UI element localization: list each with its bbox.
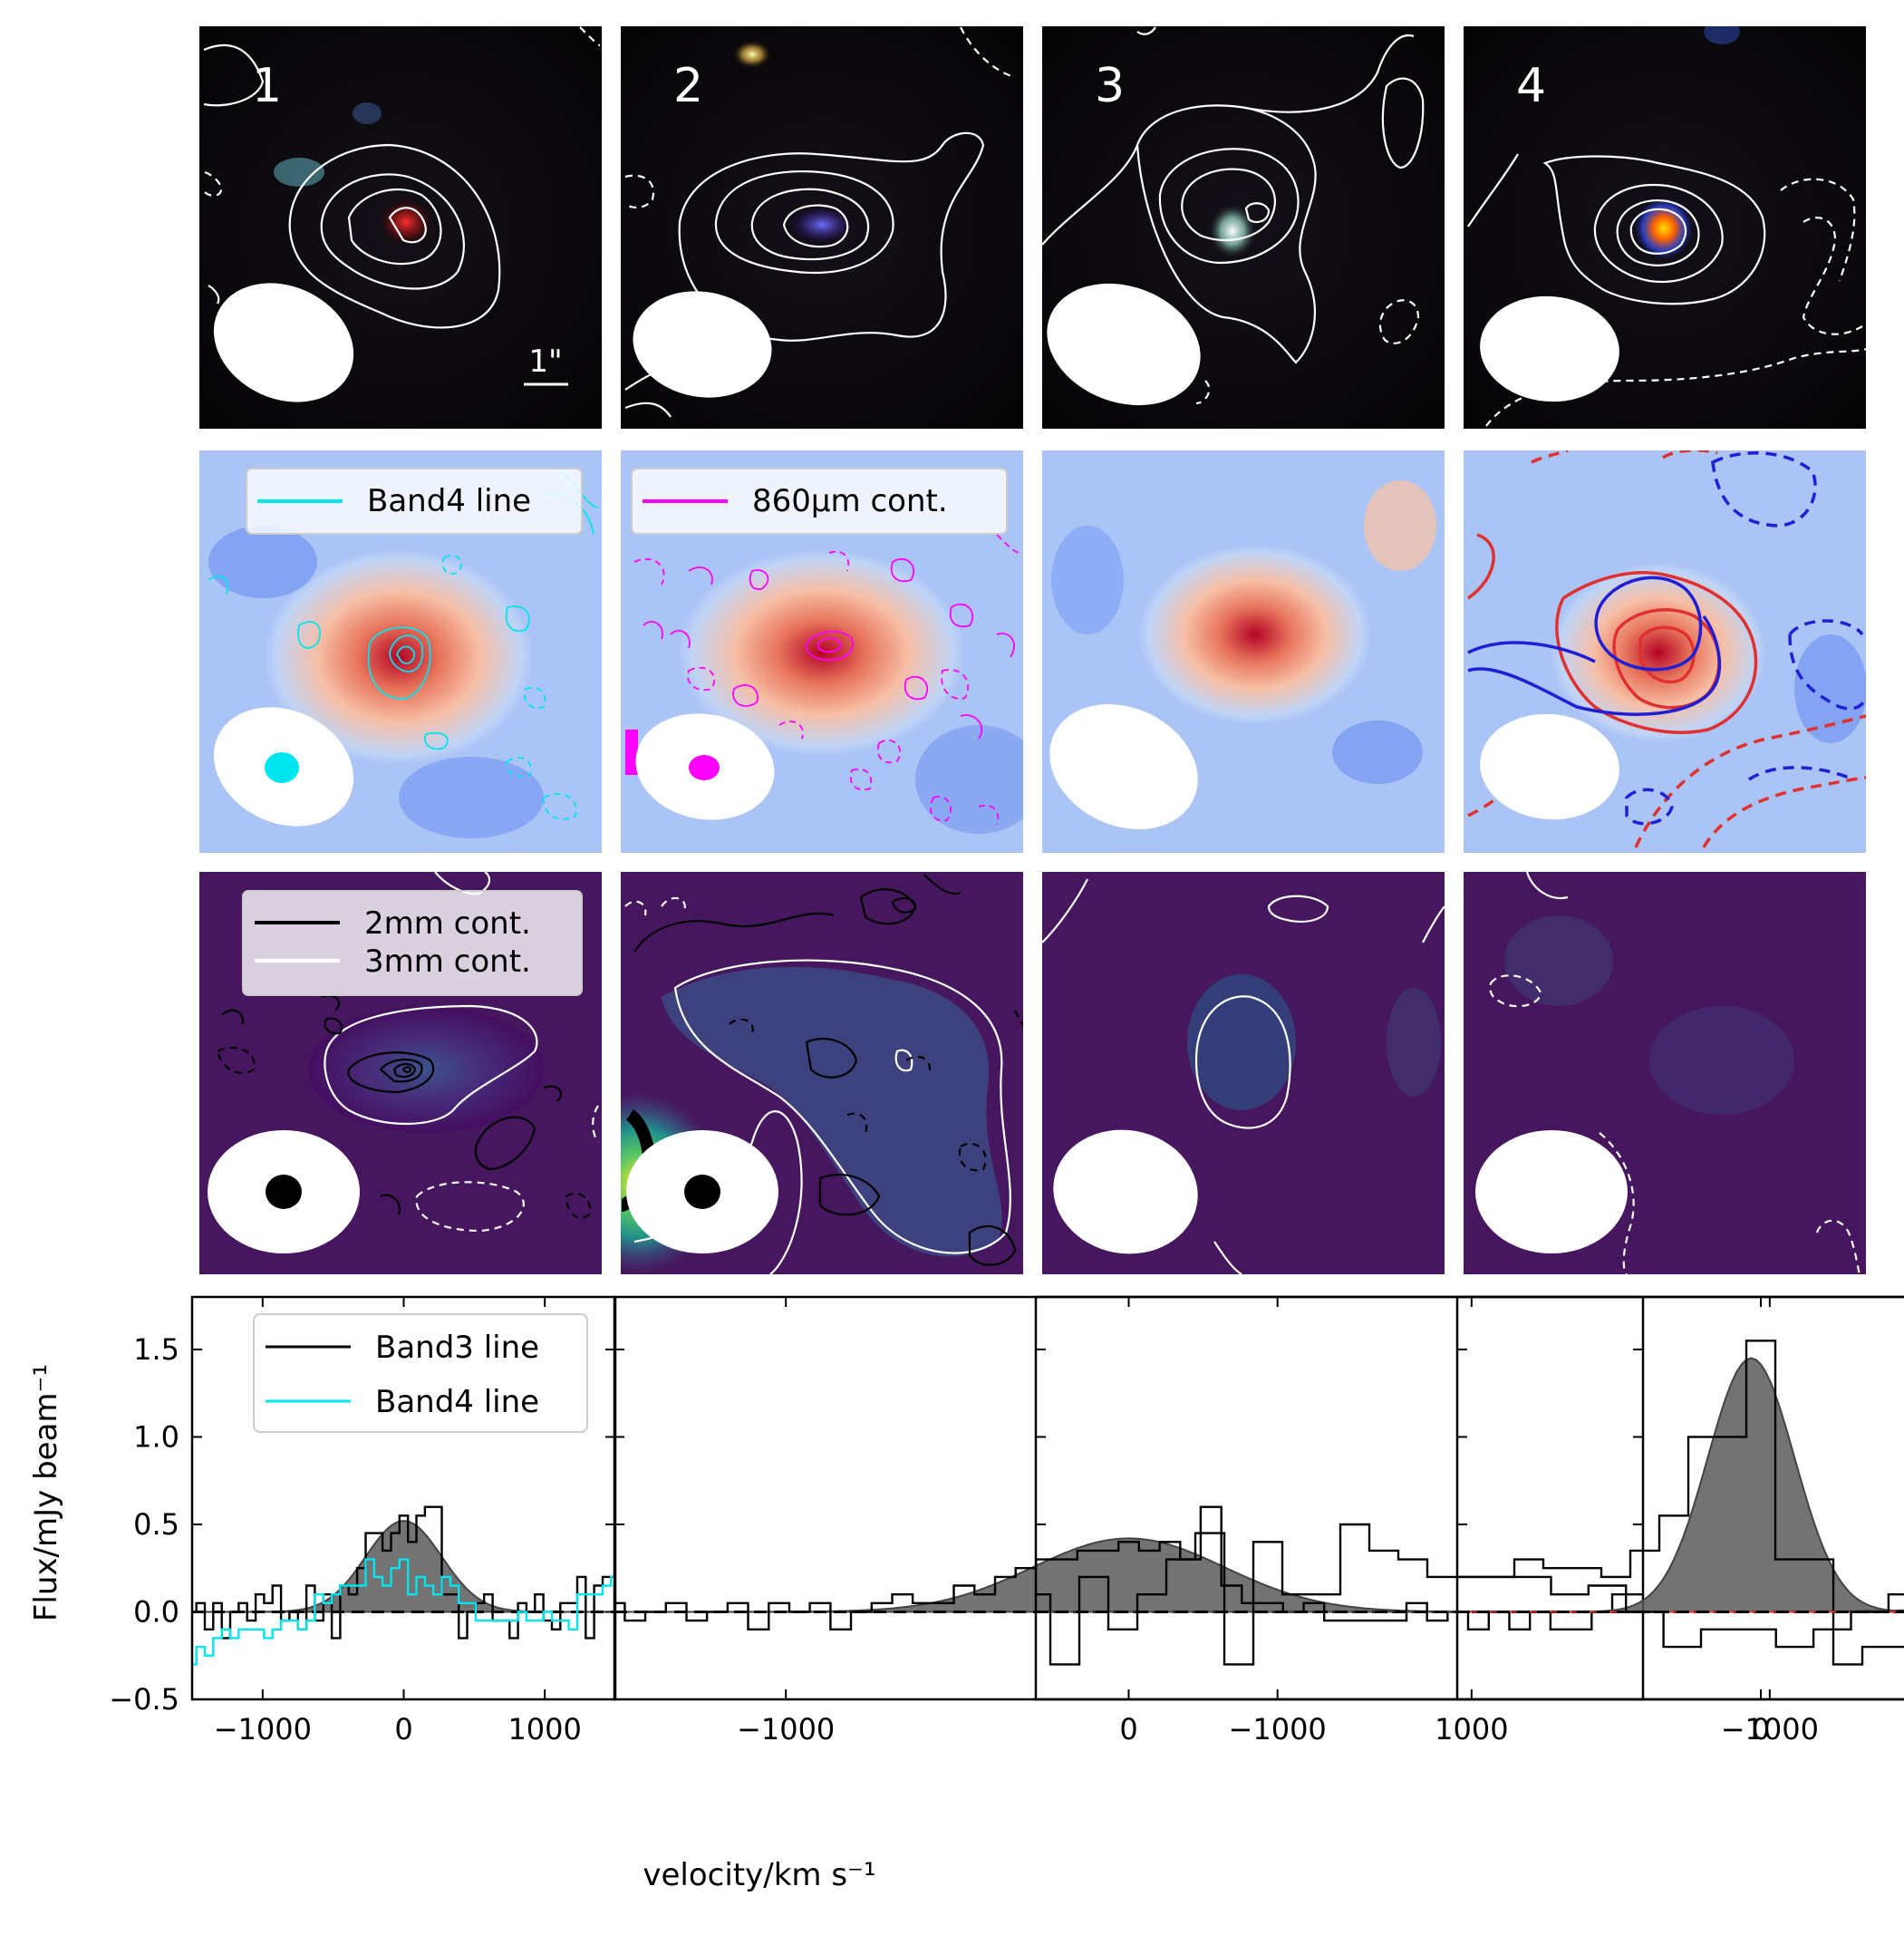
beam-ellipse: [1480, 295, 1619, 402]
image-panel-4-optical: 4: [1464, 26, 1866, 429]
step-band3-line: [1036, 1340, 1904, 1666]
legend-entry: Band4 line: [375, 1384, 539, 1420]
scale-bar-label: 1": [528, 343, 562, 380]
panel-1-number: 1: [252, 59, 282, 113]
x-tick-label: 0: [1752, 1712, 1770, 1746]
image-panel-4-continuum: [1464, 872, 1866, 1274]
panel-2-number: 2: [673, 59, 703, 113]
image-row-coolwarm: Band4 line: [199, 450, 1866, 853]
x-tick-label: −1000: [1721, 1712, 1819, 1746]
beam-ellipse-small: [684, 1175, 720, 1209]
beam-ellipse: [1049, 704, 1198, 829]
y-axis-label: Flux/mJy beam⁻¹: [28, 1364, 64, 1621]
spectrum-frame: [613, 1295, 1645, 1701]
image-panel-3-continuum: [1042, 872, 1445, 1274]
step-band3-line: [1457, 1575, 1904, 1649]
image-panel-3-optical: 3: [1042, 26, 1445, 429]
image-row-viridis: 2mm cont. 3mm cont.: [199, 872, 1866, 1274]
step-band4-line: [192, 1558, 615, 1666]
step-band3-line: [192, 1505, 615, 1640]
image-panel-2-optical: 2: [621, 26, 1023, 429]
beam-ellipse: [633, 291, 772, 398]
spectrum-panel-1: −1000 0 1000−0.50.00.51.01.5 Band3 lineBand…: [109, 1295, 617, 1746]
x-tick-label: 0: [394, 1712, 412, 1746]
legend-continuum: 2mm cont. 3mm cont.: [242, 890, 583, 996]
beam-ellipse: [213, 283, 354, 402]
legend-860um: 860μm cont.: [631, 468, 1008, 535]
image-panel-4-coolwarm: [1464, 450, 1866, 853]
image-row-optical: 1" 1 2: [199, 26, 1866, 429]
image-panel-2-860um: 860μm cont.: [621, 450, 1023, 853]
image-panel-1-continuum: 2mm cont. 3mm cont.: [199, 872, 602, 1274]
beam-ellipse-small: [265, 752, 299, 783]
x-tick-label: 1000: [1435, 1712, 1508, 1746]
gaussian-fit-fit: [614, 1537, 1643, 1613]
x-tick-label: −1000: [737, 1712, 835, 1746]
spectrum-legend: Band3 line Band4 line: [253, 1313, 588, 1433]
x-tick-label: −1000: [214, 1712, 312, 1746]
spectrum-plot-area: [1036, 1340, 1904, 1666]
y-tick-label: 1.0: [133, 1419, 179, 1454]
legend-860um-label: 860μm cont.: [752, 483, 948, 519]
beam-ellipse-small: [689, 755, 720, 780]
spectrum-plot-area: [192, 1505, 615, 1666]
x-axis-label: velocity/km s⁻¹: [643, 1857, 875, 1893]
x-tick-label: 1000: [507, 1712, 581, 1746]
image-panel-1-optical: 1" 1: [199, 26, 602, 429]
legend-band4-label: Band4 line: [367, 483, 531, 519]
beam-ellipse-small: [266, 1175, 302, 1209]
image-panel-3-coolwarm: [1042, 450, 1445, 853]
image-panel-1-band4: Band4 line: [199, 450, 602, 853]
beam-ellipse: [1053, 1129, 1198, 1254]
legend-band4: Band4 line: [246, 468, 583, 535]
panel-4-number: 4: [1516, 59, 1546, 113]
y-tick-label: 0.0: [133, 1594, 179, 1629]
legend-entry: Band3 line: [375, 1330, 539, 1366]
beam-ellipse: [1047, 283, 1201, 406]
y-tick-label: 1.5: [133, 1332, 179, 1367]
y-tick-label: 0.5: [133, 1507, 179, 1542]
beam-ellipse: [1475, 1130, 1628, 1253]
spectra-row: −1000 0 1000−0.50.00.51.01.5 Band3 lineBand…: [109, 1295, 1904, 1746]
y-tick-label: −0.5: [109, 1682, 179, 1717]
spectrum-frame: [1455, 1295, 1904, 1701]
legend-2mm-label: 2mm cont.: [364, 905, 531, 942]
spectrum-plot-area: [1457, 1575, 1904, 1649]
legend-3mm-label: 3mm cont.: [364, 943, 531, 980]
step-band3-line: [614, 1505, 1643, 1630]
image-panel-2-continuum: [621, 872, 1023, 1274]
panel-3-number: 3: [1095, 59, 1125, 113]
beam-ellipse: [1480, 713, 1619, 820]
x-tick-label: 0: [1119, 1712, 1137, 1746]
x-tick-label: −1000: [1229, 1712, 1327, 1746]
spectrum-panel-2: −1000 0 1000: [613, 1295, 1645, 1746]
